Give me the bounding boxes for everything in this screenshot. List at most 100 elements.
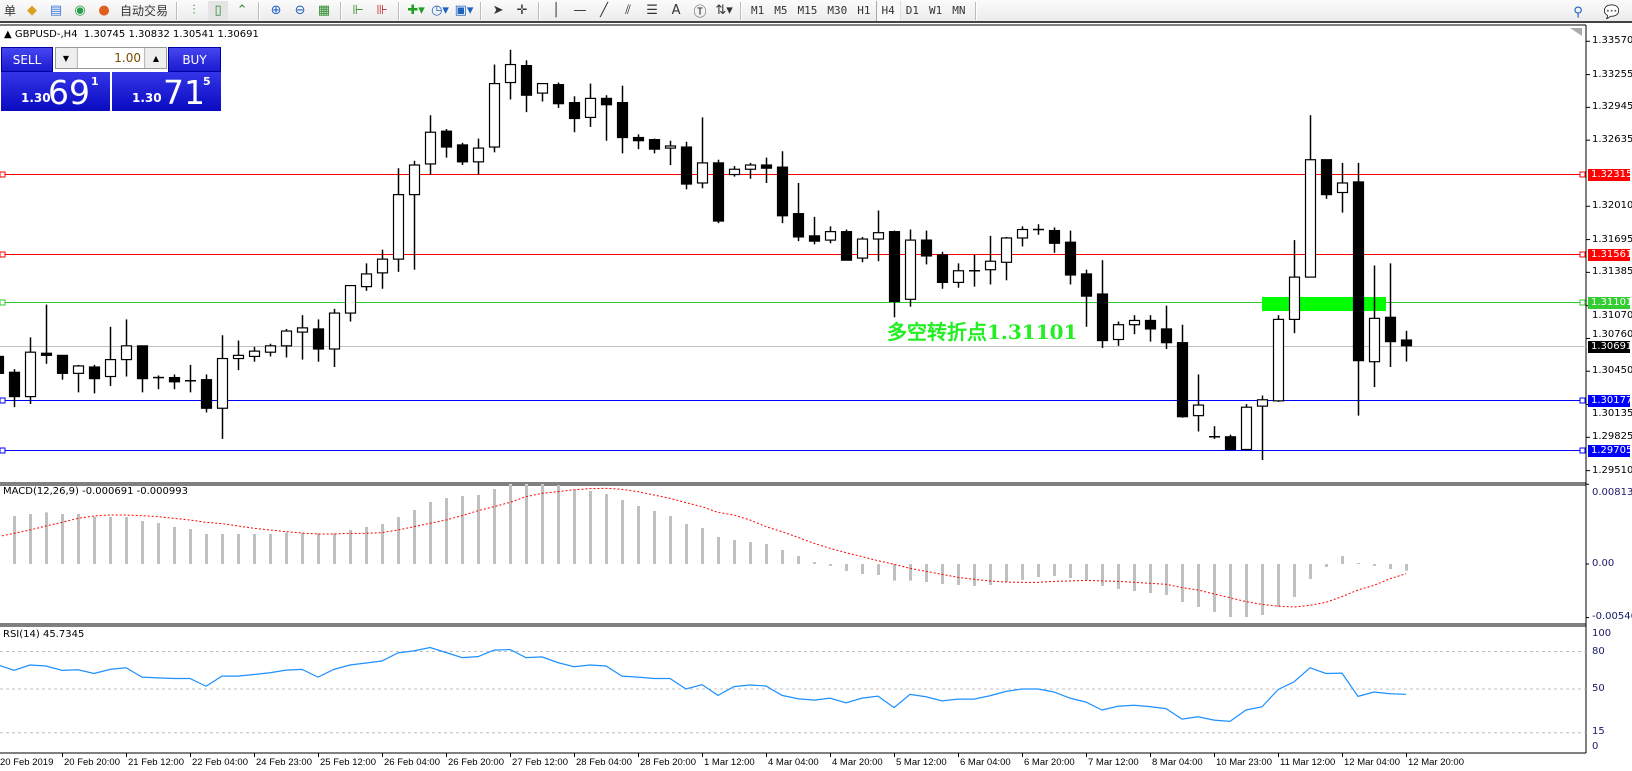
candle-body bbox=[824, 231, 837, 241]
ask-prefix: 1.30 bbox=[132, 91, 162, 105]
zoom-out-icon[interactable]: ⊖ bbox=[294, 3, 306, 18]
candlestick-icon[interactable]: ▯ bbox=[208, 0, 229, 21]
price-axis-label: 1.31695 bbox=[1592, 233, 1632, 245]
timeframe-mn[interactable]: MN bbox=[952, 4, 966, 17]
timeframe-h1[interactable]: H1 bbox=[857, 4, 871, 17]
candle-body bbox=[1112, 324, 1125, 341]
cursor-icon[interactable]: ➤ bbox=[492, 3, 504, 18]
bid-pip-fraction: 1 bbox=[91, 75, 99, 88]
bid-price-button[interactable]: 1.30 69 1 bbox=[1, 72, 110, 111]
lot-input[interactable] bbox=[77, 48, 145, 68]
macd-histogram-bar bbox=[1005, 564, 1008, 583]
trendline-icon[interactable]: ╱ bbox=[600, 3, 608, 18]
time-axis-label: 7 Mar 12:00 bbox=[1088, 757, 1139, 768]
time-axis-label: 6 Mar 04:00 bbox=[960, 757, 1011, 768]
toolbar-separator bbox=[258, 1, 261, 20]
indicators-icon[interactable]: ✚▾ bbox=[407, 3, 425, 18]
candle-body bbox=[1320, 159, 1333, 196]
timeframe-m15[interactable]: M15 bbox=[797, 4, 818, 17]
candle-body bbox=[216, 357, 229, 409]
timeframe-h4[interactable]: H4 bbox=[875, 0, 901, 21]
price-axis-label: 1.29510 bbox=[1592, 464, 1632, 476]
macd-histogram-bar bbox=[1277, 564, 1280, 608]
macd-histogram-bar bbox=[125, 516, 128, 564]
candle-body bbox=[728, 168, 741, 176]
sell-button[interactable]: SELL bbox=[1, 47, 53, 72]
timeframe-m30[interactable]: M30 bbox=[827, 4, 848, 17]
chart-shift-icon[interactable]: ⊩ bbox=[352, 3, 364, 18]
macd-histogram-bar bbox=[1341, 555, 1344, 564]
collapse-triangle-icon[interactable]: ▲ bbox=[4, 29, 15, 40]
horizontal-line-icon[interactable]: — bbox=[573, 3, 587, 18]
macd-histogram-bar bbox=[221, 534, 224, 564]
level-handle-icon bbox=[1579, 447, 1586, 454]
search-icon[interactable]: ⚲ bbox=[1573, 4, 1583, 20]
buy-button[interactable]: BUY bbox=[168, 47, 221, 72]
timeframe-d1[interactable]: D1 bbox=[905, 4, 920, 17]
candle-body bbox=[1384, 316, 1397, 343]
timeframe-w1[interactable]: W1 bbox=[929, 4, 943, 17]
autoscroll-icon[interactable]: ⊪ bbox=[376, 3, 388, 18]
auto-trading-icon[interactable]: ● bbox=[98, 3, 110, 18]
crosshair-icon[interactable]: ✛ bbox=[516, 3, 528, 18]
tile-windows-icon[interactable]: ▦ bbox=[317, 3, 331, 18]
candle-body bbox=[24, 351, 37, 398]
timeframe-m5[interactable]: M5 bbox=[774, 4, 788, 17]
macd-histogram-bar bbox=[205, 534, 208, 564]
candle-body bbox=[888, 231, 901, 303]
candle-body bbox=[392, 194, 405, 260]
profiles-icon[interactable]: ◆ bbox=[27, 3, 38, 18]
macd-histogram-bar bbox=[1197, 564, 1200, 608]
vertical-line-icon[interactable]: │ bbox=[552, 3, 560, 18]
candle-body bbox=[200, 379, 213, 409]
rsi-axis-label: 80 bbox=[1592, 646, 1605, 657]
macd-histogram-bar bbox=[301, 532, 304, 564]
ask-price-button[interactable]: 1.30 71 5 bbox=[112, 72, 221, 111]
ask-pip-fraction: 5 bbox=[203, 75, 211, 88]
macd-histogram-bar bbox=[845, 564, 848, 571]
macd-histogram-bar bbox=[589, 490, 592, 564]
rsi-axis-label: 100 bbox=[1592, 628, 1612, 639]
macd-histogram-bar bbox=[1261, 564, 1264, 615]
market-watch-icon[interactable]: ▤ bbox=[49, 3, 63, 18]
timeframe-m1[interactable]: M1 bbox=[751, 4, 765, 17]
templates-icon[interactable]: ▣▾ bbox=[454, 3, 474, 18]
macd-histogram-bar bbox=[1325, 564, 1328, 568]
rsi-line bbox=[0, 646, 1407, 722]
menu-fragment[interactable]: 单 bbox=[4, 4, 17, 18]
time-axis-label: 12 Mar 04:00 bbox=[1344, 757, 1400, 768]
zoom-in-icon[interactable]: ⊕ bbox=[270, 3, 282, 18]
macd-histogram-bar bbox=[237, 534, 240, 564]
price-axis-label: 1.29825 bbox=[1592, 431, 1632, 443]
candle-body bbox=[1192, 404, 1205, 417]
auto-trading-button[interactable]: 自动交易 bbox=[120, 4, 169, 18]
lot-increase-button[interactable]: ▲ bbox=[146, 48, 166, 68]
text-label-icon[interactable]: Ⓣ bbox=[693, 5, 707, 20]
time-axis-label: 10 Mar 23:00 bbox=[1216, 757, 1272, 768]
candle-body bbox=[1288, 276, 1301, 321]
line-chart-icon[interactable]: ⌃ bbox=[236, 3, 248, 18]
macd-histogram-bar bbox=[141, 520, 144, 564]
fibonacci-icon[interactable]: ☰ bbox=[646, 3, 658, 18]
lot-decrease-button[interactable]: ▼ bbox=[56, 48, 76, 68]
candle-body bbox=[984, 260, 997, 271]
chat-icon[interactable]: 💬 bbox=[1603, 4, 1621, 20]
level-handle-icon bbox=[1579, 397, 1586, 404]
price-axis-label: 1.32010 bbox=[1592, 200, 1632, 212]
candle-body bbox=[1128, 319, 1141, 326]
equidistant-channel-icon[interactable]: ⫽ bbox=[625, 3, 631, 18]
candle-body bbox=[1080, 273, 1093, 297]
macd-histogram-bar bbox=[829, 564, 832, 566]
signals-icon[interactable]: ◉ bbox=[74, 3, 86, 18]
candle-body bbox=[920, 239, 933, 257]
text-icon[interactable]: A bbox=[671, 3, 681, 18]
candle-body bbox=[328, 312, 341, 350]
macd-axis-label: -0.005466 bbox=[1592, 611, 1632, 622]
macd-histogram-bar bbox=[685, 524, 688, 564]
macd-axis-label: 0.008137 bbox=[1592, 487, 1632, 498]
periods-icon[interactable]: ◷▾ bbox=[431, 3, 449, 18]
bar-chart-icon[interactable]: ⫶ bbox=[192, 3, 196, 18]
bid-prefix: 1.30 bbox=[21, 91, 51, 105]
arrows-icon[interactable]: ⇅▾ bbox=[715, 3, 733, 18]
